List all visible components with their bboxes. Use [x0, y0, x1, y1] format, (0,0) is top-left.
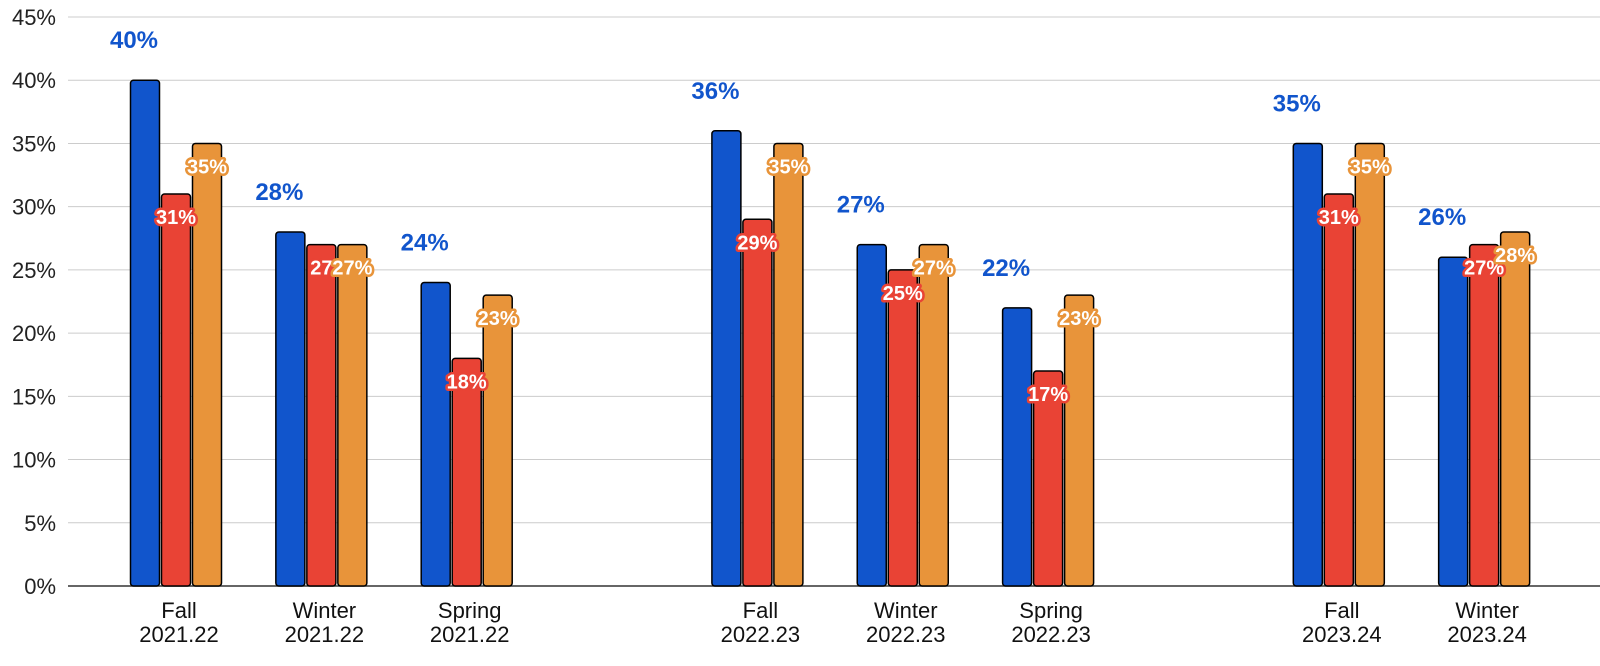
x-category-label: Winter — [1455, 598, 1519, 623]
data-label-red: 27 — [310, 258, 332, 280]
bar-red — [1323, 193, 1355, 587]
bar-orange — [1499, 231, 1531, 587]
bar-red — [160, 193, 192, 587]
data-label-orange: 35% — [187, 156, 227, 178]
bar-orange — [773, 142, 804, 587]
y-tick-label: 45% — [12, 5, 56, 30]
data-label-red: 25% — [883, 283, 923, 305]
data-label-red: 27% — [1464, 258, 1504, 280]
data-label-orange: 23% — [478, 308, 518, 330]
bar-red — [887, 269, 918, 587]
bars — [129, 79, 1531, 587]
y-tick-label: 0% — [24, 574, 56, 599]
x-category-label: Spring — [438, 598, 502, 623]
bar-orange — [1354, 142, 1386, 587]
bar-orange — [1063, 294, 1095, 587]
bar-red — [451, 357, 482, 587]
x-category-label: Spring — [1019, 598, 1083, 623]
x-category-label: Fall — [743, 598, 778, 623]
data-label-blue: 35% — [1273, 90, 1321, 117]
bar-blue — [420, 281, 451, 587]
data-label-orange: 35% — [1350, 156, 1390, 178]
bar-blue — [275, 231, 306, 587]
data-label-orange: 27% — [332, 258, 372, 280]
bar-orange — [337, 243, 368, 587]
data-labels: 40%31%35%28%27 27%24%18%23%36%29%35%27%25… — [110, 27, 1538, 408]
data-label-red: 18% — [447, 371, 487, 393]
bar-red — [1032, 370, 1064, 587]
data-label-orange: 28% — [1495, 245, 1535, 267]
data-label-orange: 23% — [1059, 308, 1099, 330]
data-label-orange: 35% — [768, 156, 808, 178]
x-category-sublabel: 2022.23 — [721, 622, 801, 647]
y-tick-label: 5% — [24, 511, 56, 536]
bar-orange — [918, 243, 949, 587]
data-label-blue: 27% — [837, 192, 885, 219]
x-category-label: Winter — [293, 598, 357, 623]
y-tick-label: 35% — [12, 131, 56, 156]
bar-blue — [711, 130, 742, 587]
bar-orange — [191, 142, 223, 587]
x-category-sublabel: 2021.22 — [285, 622, 365, 647]
x-category-label: Winter — [874, 598, 938, 623]
data-label-red: 17% — [1028, 384, 1068, 406]
bar-red — [1468, 243, 1500, 587]
x-axis: Fall2021.22Winter2021.22Spring2021.22Fal… — [139, 598, 1527, 647]
bar-red — [742, 218, 773, 587]
data-label-blue: 40% — [110, 27, 158, 54]
y-tick-label: 30% — [12, 195, 56, 220]
y-tick-label: 25% — [12, 258, 56, 283]
y-tick-label: 15% — [12, 384, 56, 409]
data-label-blue: 26% — [1418, 204, 1466, 231]
data-label-blue: 22% — [982, 255, 1030, 282]
x-category-label: Fall — [1324, 598, 1359, 623]
x-category-sublabel: 2023.24 — [1302, 622, 1382, 647]
bar-blue — [1292, 142, 1324, 587]
data-label-orange: 27% — [914, 258, 954, 280]
data-label-blue: 24% — [401, 230, 449, 257]
x-category-label: Fall — [161, 598, 196, 623]
bar-blue — [856, 243, 887, 587]
y-tick-label: 20% — [12, 321, 56, 346]
y-tick-label: 40% — [12, 68, 56, 93]
data-label-red: 29% — [737, 232, 777, 254]
y-tick-label: 10% — [12, 448, 56, 473]
bar-red — [306, 243, 337, 587]
x-category-sublabel: 2022.23 — [866, 622, 946, 647]
bar-blue — [1001, 307, 1033, 587]
data-label-blue: 36% — [691, 78, 739, 105]
x-category-sublabel: 2022.23 — [1011, 622, 1091, 647]
x-category-sublabel: 2021.22 — [430, 622, 510, 647]
data-label-red: 31% — [156, 207, 196, 229]
x-category-sublabel: 2023.24 — [1447, 622, 1527, 647]
bar-blue — [129, 79, 161, 587]
data-label-blue: 28% — [255, 179, 303, 206]
bar-blue — [1437, 256, 1469, 587]
bar-orange — [482, 294, 513, 587]
data-label-red: 31% — [1319, 207, 1359, 229]
x-category-sublabel: 2021.22 — [139, 622, 219, 647]
